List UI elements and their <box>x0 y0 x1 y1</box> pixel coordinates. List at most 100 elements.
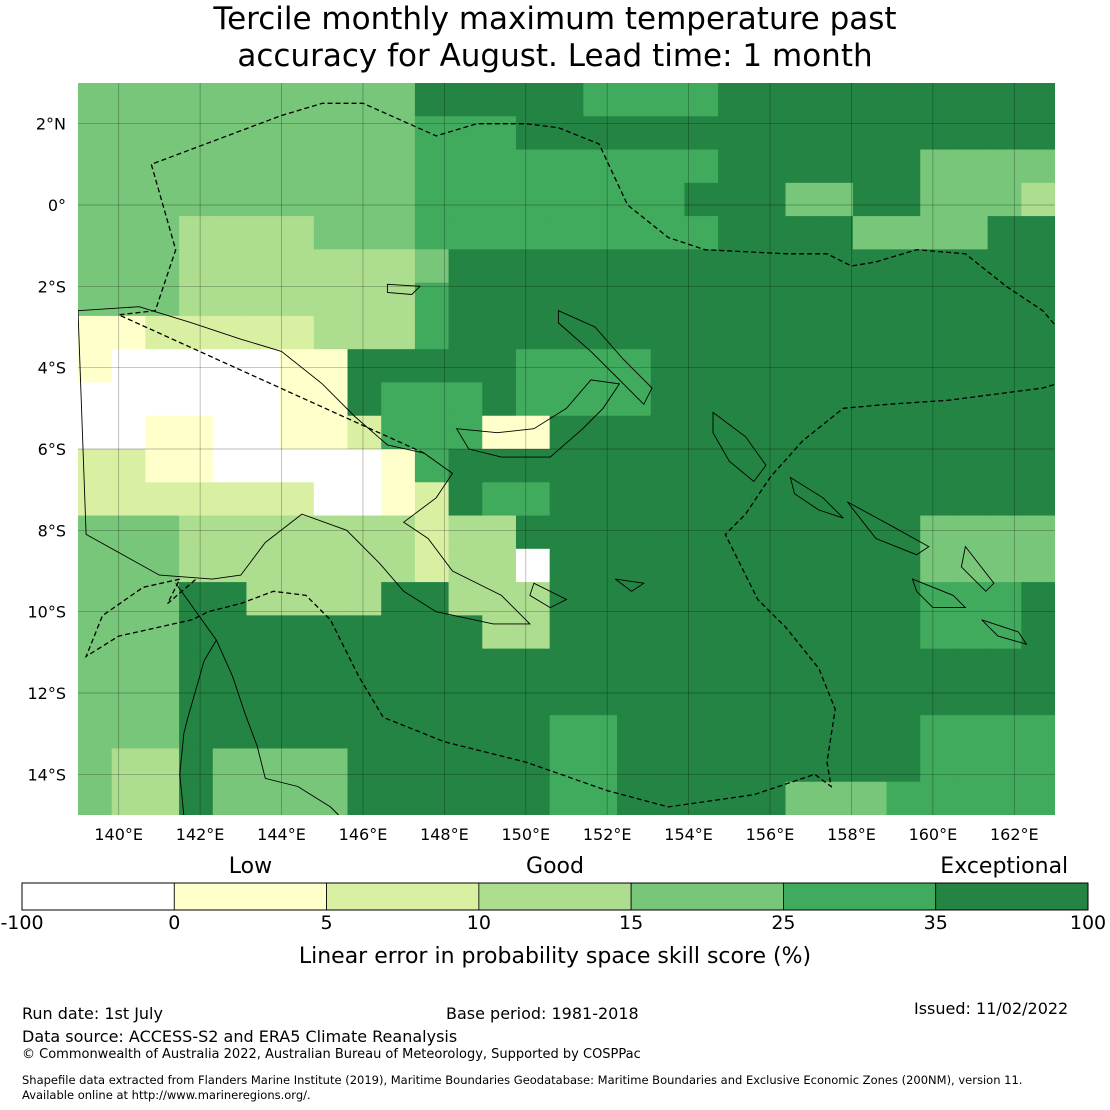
grid-cell <box>852 515 888 550</box>
grid-cell <box>515 615 551 650</box>
grid-cell <box>617 681 652 716</box>
grid-cell <box>111 415 146 450</box>
grid-cell <box>313 282 349 317</box>
grid-cell <box>920 515 955 550</box>
grid-cell <box>448 282 483 317</box>
grid-cell <box>381 715 416 750</box>
grid-cell <box>381 449 416 483</box>
grid-cell <box>819 548 854 583</box>
grid-cell <box>785 349 820 384</box>
grid-cell <box>751 415 787 450</box>
grid-cell <box>819 349 854 384</box>
grid-cell <box>684 149 719 184</box>
grid-cell <box>886 182 921 217</box>
grid-cell <box>448 482 483 517</box>
grid-cell <box>785 216 820 250</box>
grid-cell <box>482 282 517 317</box>
grid-cell <box>212 648 248 683</box>
lon-tick-label: 158°E <box>827 825 876 844</box>
grid-cell <box>819 748 854 783</box>
grid-cell <box>886 249 921 284</box>
grid-cell <box>852 216 888 250</box>
grid-cell <box>246 349 281 384</box>
grid-cell <box>212 548 248 583</box>
grid-cell <box>179 582 214 616</box>
grid-cell <box>246 482 281 517</box>
grid-cell <box>953 149 989 184</box>
lat-tick-label: 8°S <box>38 521 66 540</box>
grid-cell <box>886 282 921 317</box>
grid-cell <box>953 449 989 483</box>
grid-cell <box>953 216 989 250</box>
grid-cell <box>212 615 248 650</box>
grid-cell <box>381 216 416 250</box>
grid-cell <box>886 116 921 151</box>
grid-cell <box>313 482 349 517</box>
grid-cell <box>246 515 281 550</box>
grid-cell <box>583 615 618 650</box>
grid-cell <box>515 715 551 750</box>
colorbar-segment <box>326 882 480 911</box>
grid-cell <box>920 116 955 151</box>
grid-cell <box>987 149 1022 184</box>
grid-cell <box>515 216 551 250</box>
grid-cell <box>212 149 248 184</box>
grid-cell <box>280 249 315 284</box>
grid-cell <box>111 182 146 217</box>
grid-cell <box>987 415 1022 450</box>
grid-cell <box>111 515 146 550</box>
grid-cell <box>920 315 955 350</box>
grid-cell <box>583 349 618 384</box>
grid-cell <box>920 449 955 483</box>
lon-tick-label: 156°E <box>746 825 795 844</box>
grid-cell <box>448 449 483 483</box>
grid-cell <box>718 648 753 683</box>
coast-segment <box>712 411 767 483</box>
grid-cell <box>684 781 719 815</box>
grid-cell <box>482 582 517 616</box>
grid-cell <box>549 349 584 384</box>
grid-cell <box>617 415 652 450</box>
grid-cell <box>953 515 989 550</box>
grid-cell <box>482 748 517 783</box>
grid-cell <box>819 216 854 250</box>
grid-cell <box>920 282 955 317</box>
grid-cell <box>1021 382 1055 417</box>
grid-cell <box>212 582 248 616</box>
grid-cell <box>549 515 584 550</box>
grid-cell <box>1021 349 1055 384</box>
grid-cell <box>212 182 248 217</box>
grid-cell <box>448 715 483 750</box>
grid-cell <box>313 83 349 117</box>
grid-cell <box>785 249 820 284</box>
grid-cell <box>852 315 888 350</box>
grid-cell <box>920 482 955 517</box>
coast-segment <box>386 283 422 295</box>
grid-cell <box>212 249 248 284</box>
grid-cell <box>819 149 854 184</box>
grid-cell <box>751 216 787 250</box>
grid-cell <box>751 282 787 317</box>
coast-segment <box>175 582 339 815</box>
grid-cell <box>684 648 719 683</box>
map-title-line-2: accuracy for August. Lead time: 1 month <box>237 38 873 74</box>
coastline <box>78 283 1028 815</box>
grid-cell <box>684 249 719 284</box>
grid-cell <box>785 415 820 450</box>
grid-cell <box>448 648 483 683</box>
grid-cell <box>819 415 854 450</box>
grid-cell <box>650 415 686 450</box>
grid-cell <box>347 83 382 117</box>
grid-cell <box>617 715 652 750</box>
lat-tick-label: 2°N <box>36 115 66 134</box>
lat-tick-label: 4°S <box>38 359 66 378</box>
grid-cell <box>347 515 382 550</box>
grid-cell <box>313 349 349 384</box>
grid-cell <box>280 648 315 683</box>
grid-cell <box>549 83 584 117</box>
grid-cell <box>78 482 113 517</box>
grid-cell <box>583 515 618 550</box>
colorbar-segment <box>783 882 937 911</box>
grid-cell <box>111 449 146 483</box>
grid-cell <box>381 83 416 117</box>
